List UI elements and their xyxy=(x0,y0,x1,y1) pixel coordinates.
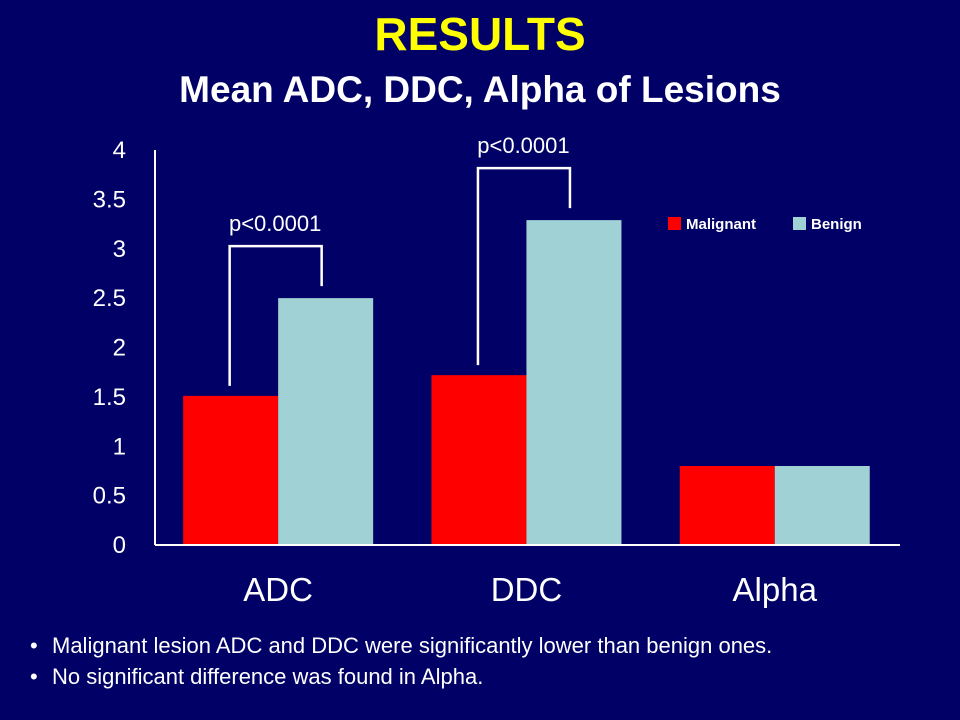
chart-ticks: 0 0.5 1 1.5 2 2.5 3 3.5 4 xyxy=(93,137,126,559)
bullet-item: • Malignant lesion ADC and DDC were sign… xyxy=(30,630,772,661)
chart-legend: Malignant Benign xyxy=(668,216,862,233)
y-tick-label: 3 xyxy=(113,236,126,263)
bullet-text: No significant difference was found in A… xyxy=(52,664,484,689)
p-value-annotation: p<0.0001 xyxy=(477,133,569,158)
bar-benign-adc xyxy=(278,298,374,545)
bullet-text: Malignant lesion ADC and DDC were signif… xyxy=(52,633,773,658)
bar-benign-ddc xyxy=(526,220,622,546)
chart-axes xyxy=(154,150,900,546)
bar-malignant-alpha xyxy=(679,466,775,545)
y-tick-label: 2 xyxy=(113,335,126,362)
legend-label: Benign xyxy=(811,216,862,233)
y-tick-label: 0.5 xyxy=(93,483,126,510)
y-tick-label: 3.5 xyxy=(93,186,126,213)
bar-malignant-ddc xyxy=(431,375,527,545)
bullet-dot: • xyxy=(30,664,38,689)
x-category-label: DDC xyxy=(491,571,563,608)
bar-malignant-adc xyxy=(183,395,279,545)
y-tick-label: 4 xyxy=(113,137,126,164)
slide-title: RESULTS xyxy=(374,8,586,60)
bar-benign-alpha xyxy=(774,466,870,545)
y-tick-label: 0 xyxy=(113,532,126,559)
chart-categories: ADC DDC Alpha xyxy=(243,571,817,608)
x-category-label: Alpha xyxy=(733,571,818,608)
chart-annotations: p<0.0001 p<0.0001 xyxy=(228,133,572,386)
significance-bracket xyxy=(476,166,572,366)
p-value-annotation: p<0.0001 xyxy=(229,211,321,236)
legend-label: Malignant xyxy=(686,216,756,233)
legend-swatch xyxy=(668,217,681,230)
bullet-dot: • xyxy=(30,633,38,658)
x-category-label: ADC xyxy=(243,571,313,608)
significance-bracket xyxy=(228,244,323,386)
chart-bars xyxy=(183,220,870,546)
y-tick-label: 1.5 xyxy=(93,384,126,411)
bullet-list: • Malignant lesion ADC and DDC were sign… xyxy=(30,630,772,692)
legend-swatch xyxy=(793,217,806,230)
bullet-item: • No significant difference was found in… xyxy=(30,661,772,692)
slide-subtitle: Mean ADC, DDC, Alpha of Lesions xyxy=(179,69,781,110)
y-tick-label: 1 xyxy=(113,433,126,460)
y-tick-label: 2.5 xyxy=(93,285,126,312)
